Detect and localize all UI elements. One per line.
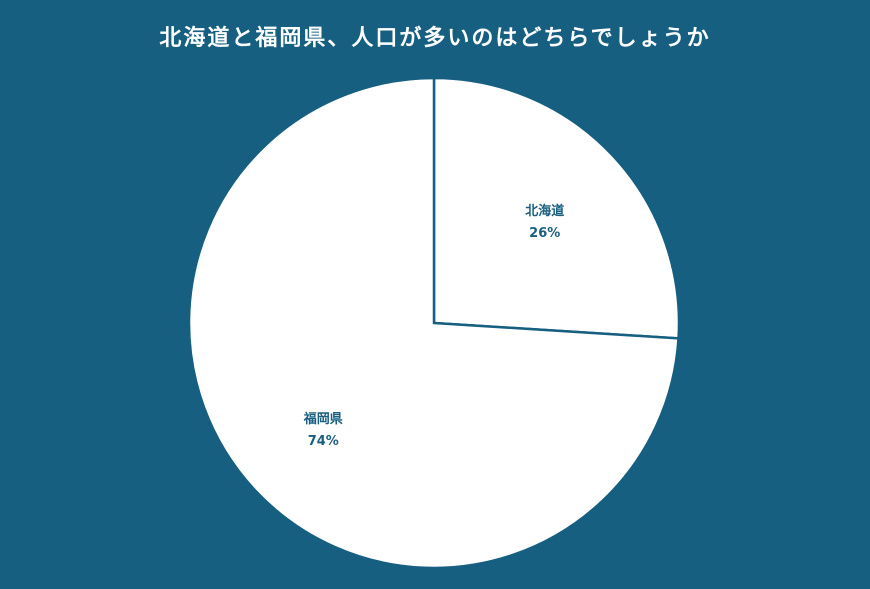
slice-label: 福岡県 <box>303 411 343 427</box>
pie-slice-1 <box>187 76 680 570</box>
slice-label: 北海道 <box>525 203 564 219</box>
slice-value-label: 74% <box>308 434 339 449</box>
chart-title: 北海道と福岡県、人口が多いのはどちらでしょうか <box>159 26 711 51</box>
pie-slice-0 <box>432 76 681 340</box>
slice-value-label: 26% <box>529 226 560 241</box>
